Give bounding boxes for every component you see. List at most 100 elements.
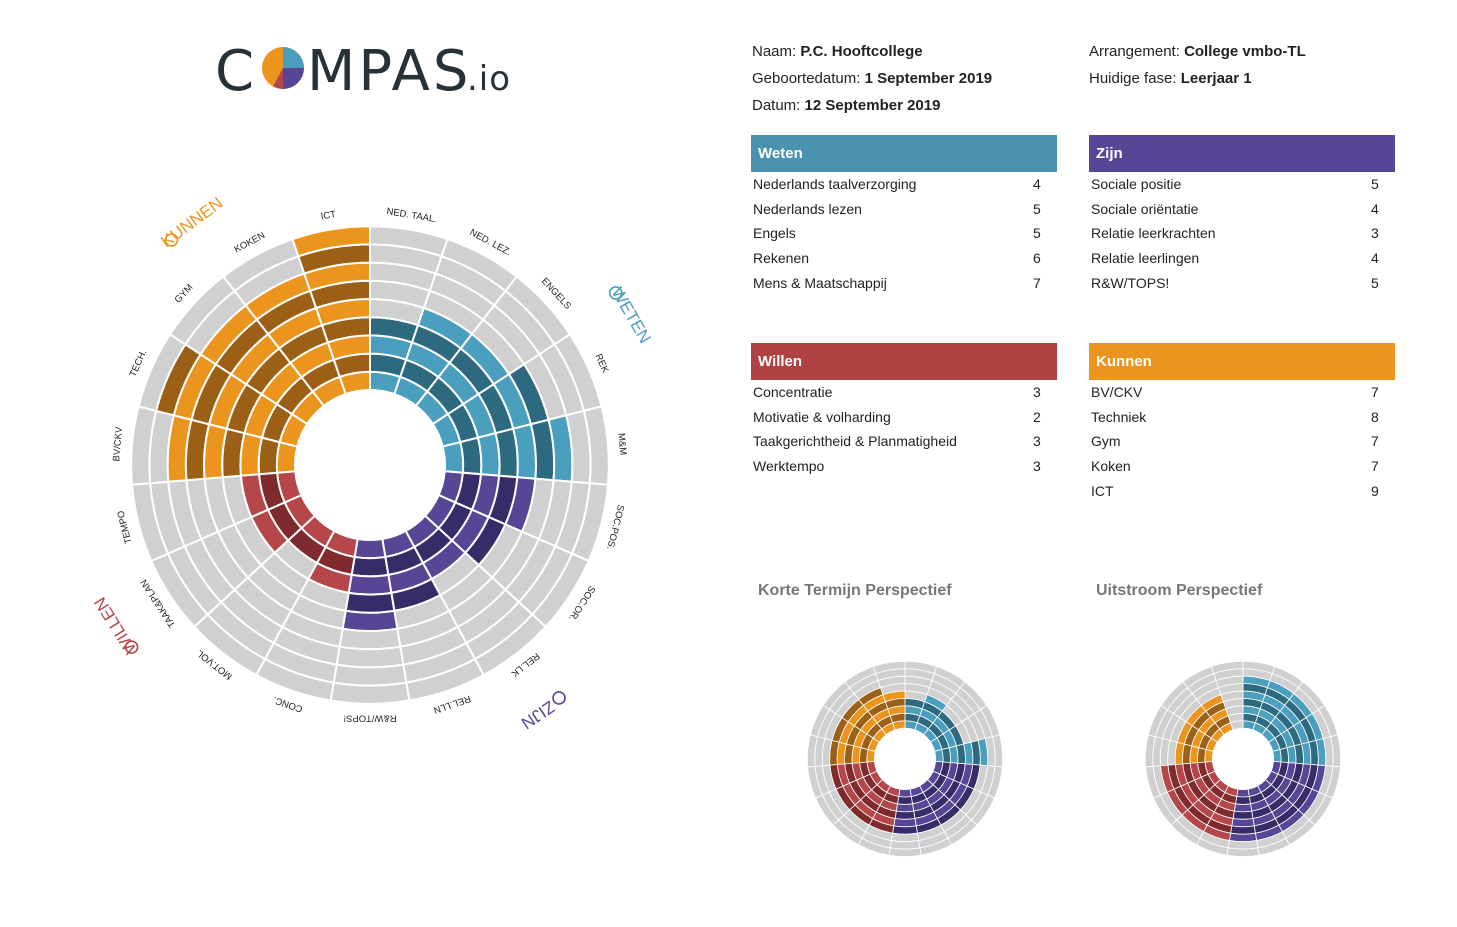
- pencil-icon: [608, 286, 623, 300]
- logo-compass-icon: [262, 47, 304, 89]
- bar-segment: [894, 810, 916, 820]
- bar-segment: [1272, 749, 1282, 763]
- table-row: Concentratie 3: [751, 380, 1057, 405]
- bar-segment: [1236, 788, 1250, 798]
- table-row: Mens & Maatschappij 7: [751, 271, 1057, 296]
- datum-label: Datum:: [752, 97, 801, 114]
- logo-text-mpas: MPAS: [307, 39, 471, 103]
- category-label: REK: [593, 352, 611, 375]
- row-label: Taakgerichtheid & Planmatigheid: [753, 433, 957, 450]
- arrangement-value: College vmbo-TL: [1184, 43, 1306, 60]
- category-label: CONC.: [272, 694, 305, 714]
- row-label: Concentratie: [753, 384, 833, 400]
- row-label: Gym: [1091, 433, 1121, 450]
- row-value: 5: [1371, 274, 1379, 291]
- category-label: SOC.POS.: [604, 503, 626, 550]
- row-value: 5: [1033, 200, 1041, 217]
- empty-segment: [338, 627, 402, 651]
- table-row: ICT 9: [1089, 479, 1395, 504]
- fase-value: Leerjaar 1: [1180, 70, 1252, 87]
- row-value: 7: [1371, 384, 1379, 400]
- empty-segment: [332, 663, 408, 687]
- group-label-willen: WILLEN: [90, 594, 140, 658]
- table-row: BV/CKV 7: [1089, 380, 1395, 405]
- bar-segment: [1232, 810, 1254, 820]
- row-label: Werktempo: [753, 458, 825, 475]
- info-right: Arrangement: College vmbo-TL Huidige fas…: [1089, 38, 1306, 92]
- logo-suffix: .io: [467, 59, 511, 99]
- mini-short-title: Korte Termijn Perspectief: [758, 582, 952, 599]
- row-value: 3: [1033, 433, 1041, 450]
- row-label: BV/CKV: [1091, 384, 1143, 400]
- row-label: Engels: [753, 225, 796, 242]
- row-label: Rekenen: [753, 250, 810, 267]
- bar-segment: [1231, 818, 1255, 828]
- row-value: 9: [1371, 482, 1379, 499]
- row-label: Mens & Maatschappij: [753, 274, 887, 291]
- table-row: Nederlands lezen 5: [751, 197, 1057, 222]
- row-value: 5: [1033, 225, 1041, 242]
- mini-out-title: Uitstroom Perspectief: [1096, 582, 1263, 599]
- eye-icon: [124, 640, 139, 654]
- table-row: Gym 7: [1089, 429, 1395, 454]
- empty-segment: [1227, 840, 1259, 850]
- category-label: REL.LLN: [432, 693, 472, 716]
- bar-segment: [353, 537, 387, 560]
- table-row: Motivatie & volharding 2: [751, 405, 1057, 430]
- table-row: Relatie leerlingen 4: [1089, 246, 1395, 271]
- arrangement-label: Arrangement:: [1089, 43, 1180, 60]
- group-label-kunnen: KUNNEN: [157, 193, 226, 251]
- empty-segment: [872, 660, 906, 675]
- row-value: 5: [1371, 176, 1379, 192]
- fase-label: Huidige fase:: [1089, 70, 1177, 87]
- bar-segment: [893, 818, 917, 828]
- bar-segment: [344, 591, 396, 614]
- table-row: Engels 5: [751, 221, 1057, 246]
- table-row: Techniek 8: [1089, 405, 1395, 430]
- panel-kunnen-title: Kunnen: [1089, 343, 1395, 380]
- panel-willen: Willen Concentratie 3 Motivatie & volhardi…: [751, 343, 1057, 479]
- row-value: 3: [1033, 384, 1041, 400]
- category-label: BV/CKV: [111, 426, 125, 462]
- bar-segment: [1235, 796, 1251, 805]
- row-label: Sociale positie: [1091, 176, 1182, 192]
- row-label: ICT: [1091, 482, 1114, 499]
- hand-icon: [164, 233, 179, 247]
- row-value: 7: [1371, 433, 1379, 450]
- bar-segment: [350, 555, 390, 578]
- row-label: Sociale oriëntatie: [1091, 200, 1199, 217]
- bar-segment: [897, 796, 913, 805]
- empty-segment: [1226, 847, 1260, 857]
- empty-segment: [890, 832, 920, 843]
- geboortedatum-label: Geboortedatum:: [752, 70, 861, 87]
- table-row: Nederlands taalverzorging 4: [751, 172, 1057, 197]
- table-row: Sociale oriëntatie 4: [1089, 197, 1395, 222]
- row-value: 4: [1033, 176, 1041, 192]
- panel-zijn-title: Zijn: [1089, 135, 1395, 172]
- row-value: 3: [1371, 225, 1379, 242]
- empty-segment: [329, 681, 411, 705]
- empty-segment: [335, 645, 405, 669]
- category-label: GYM: [173, 282, 196, 305]
- chat-icon: [552, 691, 566, 705]
- row-value: 7: [1371, 458, 1379, 475]
- logo-text-c: C: [215, 39, 257, 103]
- datum-value: 12 September 2019: [804, 97, 941, 114]
- category-label: NED. TAAL.: [386, 206, 438, 225]
- bar-segment: [291, 225, 371, 258]
- group-label-zijn: ZIJN: [518, 697, 558, 733]
- row-value: 8: [1371, 408, 1379, 425]
- panel-willen-title: Willen: [751, 343, 1057, 380]
- table-row: Werktempo 3: [751, 454, 1057, 479]
- category-label: R&W/TOPS!: [343, 712, 396, 723]
- panel-weten-title: Weten: [751, 135, 1057, 172]
- category-label: ICT: [320, 209, 337, 222]
- bar-segment: [441, 440, 465, 474]
- row-label: Nederlands taalverzorging: [753, 176, 917, 192]
- empty-segment: [888, 847, 922, 857]
- row-label: Techniek: [1091, 408, 1147, 425]
- bar-segment: [934, 749, 944, 763]
- category-label: M&M: [616, 433, 629, 456]
- category-label: TECH.: [128, 348, 150, 379]
- row-value: 3: [1033, 458, 1041, 475]
